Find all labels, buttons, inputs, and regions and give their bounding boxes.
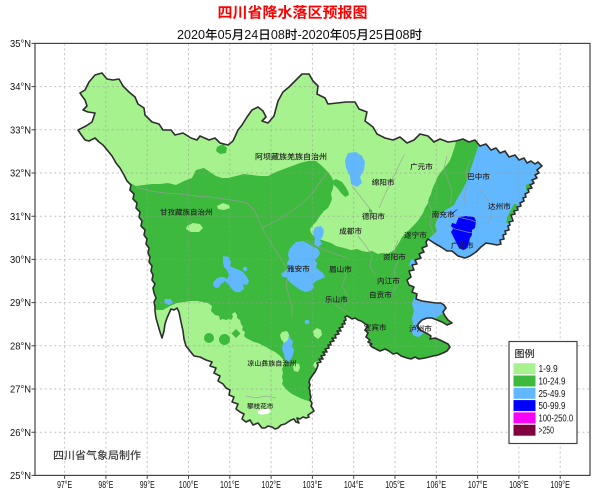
svg-text:32°N: 32°N [10,168,31,180]
svg-text:10-24.9: 10-24.9 [539,377,566,388]
svg-text:108°E: 108°E [509,480,529,491]
svg-text:97°E: 97°E [57,480,72,491]
svg-text:102°E: 102°E [261,480,281,491]
svg-text:33°N: 33°N [10,124,31,136]
svg-text:107°E: 107°E [468,480,488,491]
svg-text:98°E: 98°E [98,480,113,491]
svg-text:50-99.9: 50-99.9 [539,401,566,412]
svg-text:2020: 2020 [302,28,330,42]
svg-text:100°E: 100°E [179,480,199,491]
svg-text:08: 08 [271,28,285,42]
svg-text:101°E: 101°E [220,480,240,491]
svg-text:35°N: 35°N [10,38,31,50]
svg-text:99°E: 99°E [140,480,155,491]
svg-text:104°E: 104°E [344,480,364,491]
svg-text:>250: >250 [539,426,555,437]
svg-text:08: 08 [396,28,410,42]
svg-text:25-49.9: 25-49.9 [539,389,566,400]
svg-text:2020: 2020 [177,28,205,42]
svg-text:100-250.0: 100-250.0 [539,413,574,424]
svg-text:106°E: 106°E [427,480,447,491]
svg-text:109°E: 109°E [550,480,570,491]
svg-text:103°E: 103°E [303,480,323,491]
svg-text:28°N: 28°N [10,340,31,352]
svg-text:-: - [297,28,301,42]
svg-text:05: 05 [218,28,232,42]
svg-text:30°N: 30°N [10,254,31,266]
svg-text:25: 25 [369,28,383,42]
svg-text:24: 24 [244,28,258,42]
svg-text:25°N: 25°N [10,470,31,482]
svg-text:29°N: 29°N [10,297,31,309]
svg-text:31°N: 31°N [10,211,31,223]
svg-text:34°N: 34°N [10,81,31,93]
svg-text:05: 05 [342,28,356,42]
svg-text:27°N: 27°N [10,384,31,396]
svg-text:1-9.9: 1-9.9 [539,364,558,375]
svg-text:105°E: 105°E [385,480,405,491]
svg-text:26°N: 26°N [10,427,31,439]
